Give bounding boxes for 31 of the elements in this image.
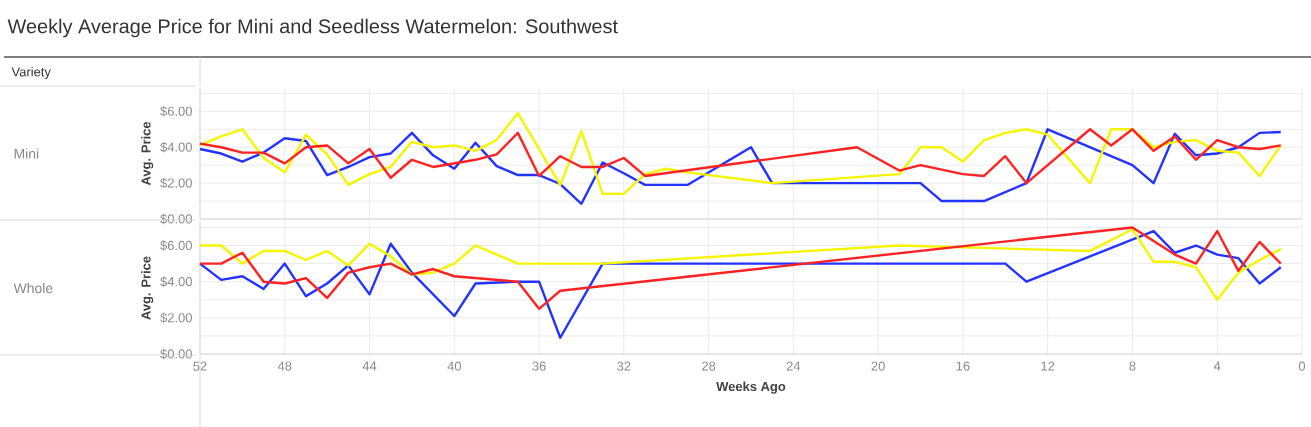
line-series (198, 111, 1282, 196)
x-tick-label: 24 (786, 361, 801, 371)
x-tick-label: 48 (277, 361, 292, 371)
text: Variety (11, 66, 51, 80)
x-tick-label: 36 (532, 361, 546, 371)
x-tick-label: 12 (1041, 361, 1055, 371)
y-tick-label: $2.00 (160, 177, 192, 189)
x-tick-label: 4 (1213, 361, 1221, 371)
y-tick-label: $6.00 (160, 106, 192, 117)
y-axis-title: Avg. Price (141, 121, 154, 186)
y-tick-label: $2.00 (160, 312, 192, 324)
y-axis-title: Avg. Price (141, 256, 154, 320)
x-tick-label: 0 (1298, 361, 1306, 371)
y-tick-label: $4.00 (160, 276, 192, 287)
y-tick-label: $0.00 (160, 213, 192, 225)
line-series (198, 229, 1282, 339)
x-tick-label: 16 (956, 361, 970, 371)
x-tick-label: 44 (362, 361, 377, 371)
text: Mini (14, 148, 39, 159)
x-axis-title: Weeks Ago (716, 381, 786, 394)
x-tick-label: 8 (1129, 361, 1136, 371)
x-tick-label: 40 (447, 361, 461, 371)
y-tick-label: $6.00 (160, 240, 192, 251)
chart-title: Weekly Average Price for Mini and Seedless Watermelon: Southwest (7, 18, 618, 38)
x-tick-label: 20 (871, 361, 885, 371)
text: Whole (13, 282, 53, 294)
x-tick-label: 28 (702, 361, 716, 371)
y-tick-label: $0.00 (160, 348, 192, 360)
x-tick-label: 32 (617, 361, 631, 371)
x-tick-label: 52 (193, 361, 207, 371)
y-tick-label: $4.00 (160, 141, 192, 153)
